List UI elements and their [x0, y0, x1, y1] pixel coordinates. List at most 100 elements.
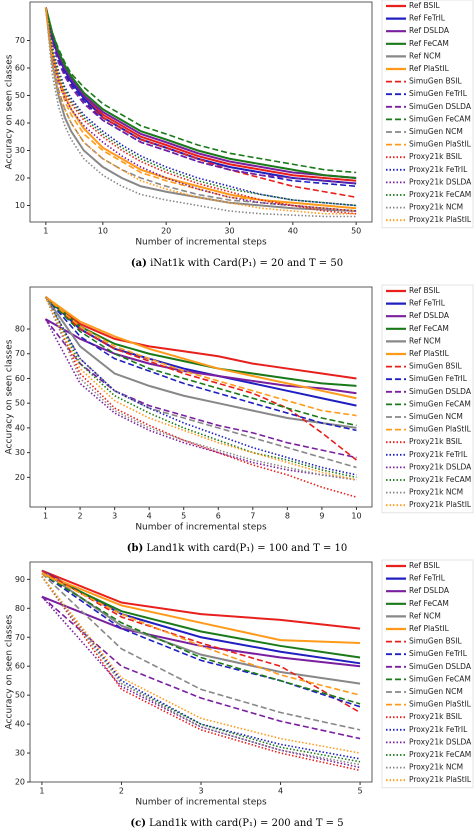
- x-tick-label: 1: [43, 512, 48, 521]
- series-line: [41, 569, 361, 685]
- x-tick-label: 2: [119, 787, 124, 796]
- legend-label: Proxy21k BSIL: [409, 712, 463, 721]
- caption: (b) Land1k with card(P₁) = 100 and T = 1…: [127, 543, 348, 554]
- legend-label: Proxy21k PlaStIL: [409, 775, 472, 784]
- series-line: [41, 575, 361, 760]
- legend-label: Ref NCM: [409, 336, 441, 345]
- y-tick-label: 40: [15, 119, 25, 128]
- x-tick-label: 30: [224, 227, 234, 236]
- y-tick-label: 50: [15, 399, 25, 408]
- series-line: [44, 296, 357, 407]
- legend-label: SimuGen DSLDA: [409, 387, 472, 396]
- legend-label: Proxy21k FeTrIL: [409, 450, 468, 459]
- y-tick-label: 70: [15, 633, 25, 642]
- y-axis-label: Accuracy on seen classes: [5, 339, 15, 454]
- y-axis-label: Accuracy on seen classes: [5, 614, 15, 729]
- x-tick-label: 2: [78, 512, 83, 521]
- y-tick-label: 40: [15, 423, 25, 432]
- legend-label: Ref FeCAM: [409, 39, 449, 48]
- x-tick-label: 8: [285, 512, 290, 521]
- x-tick-label: 1: [43, 227, 48, 236]
- x-axis-label: Number of incremental steps: [135, 523, 267, 533]
- legend-label: SimuGen PlaStIL: [409, 140, 472, 149]
- legend-label: Ref DSLDA: [409, 26, 450, 35]
- series-line: [44, 296, 357, 387]
- y-tick-label: 60: [15, 374, 25, 383]
- legend-label: Ref PlaStIL: [409, 624, 450, 633]
- legend-label: Proxy21k NCM: [409, 203, 463, 212]
- y-tick-label: 30: [15, 749, 25, 758]
- legend-label: SimuGen FeCAM: [409, 674, 471, 683]
- series-line: [44, 7, 357, 210]
- legend-label: Ref FeCAM: [409, 324, 449, 333]
- series-line: [44, 296, 357, 427]
- y-tick-label: 20: [15, 473, 25, 482]
- series-line: [41, 569, 361, 630]
- legend-label: Proxy21k FeCAM: [409, 750, 471, 759]
- legend-label: Ref FeCAM: [409, 599, 449, 608]
- legend-label: Proxy21k DSLDA: [409, 177, 472, 186]
- x-axis-label: Number of incremental steps: [135, 798, 267, 808]
- legend-frame: [381, 559, 474, 789]
- series-line: [44, 296, 357, 479]
- legend-label: SimuGen DSLDA: [409, 662, 472, 671]
- legend-frame: [381, 0, 474, 229]
- legend-label: Proxy21k PlaStIL: [409, 215, 472, 224]
- series-line: [44, 296, 357, 469]
- legend-label: Ref FeTrIL: [409, 574, 446, 583]
- legend-label: SimuGen FeTrIL: [409, 89, 468, 98]
- series-line: [45, 7, 357, 212]
- legend-label: SimuGen NCM: [409, 127, 463, 136]
- series-line: [45, 7, 357, 212]
- legend-label: SimuGen FeCAM: [409, 114, 471, 123]
- series-line: [41, 572, 361, 708]
- series-line: [44, 296, 357, 432]
- legend-label: Proxy21k FeTrIL: [409, 165, 468, 174]
- x-tick-label: 20: [161, 227, 171, 236]
- series-line: [44, 318, 357, 481]
- legend-label: Ref NCM: [409, 611, 441, 620]
- y-tick-label: 60: [15, 662, 25, 671]
- series-line: [45, 7, 357, 215]
- series-line: [41, 596, 361, 769]
- legend-label: Ref DSLDA: [409, 311, 450, 320]
- legend-label: SimuGen BSIL: [409, 362, 462, 371]
- y-tick-label: 80: [15, 604, 25, 613]
- x-tick-label: 5: [358, 787, 363, 796]
- series-line: [44, 296, 357, 498]
- x-tick-label: 3: [112, 512, 117, 521]
- legend-label: SimuGen PlaStIL: [409, 700, 472, 709]
- caption: (c) Land1k with card(P₁) = 200 and T = 5: [130, 818, 343, 829]
- legend-label: Ref PlaStIL: [409, 349, 450, 358]
- series-line: [41, 575, 361, 754]
- legend-label: Ref NCM: [409, 51, 441, 60]
- x-tick-label: 50: [351, 227, 361, 236]
- x-tick-label: 4: [147, 512, 152, 521]
- y-tick-label: 60: [15, 64, 25, 73]
- caption-label: (a): [131, 258, 147, 269]
- series-line: [41, 572, 361, 705]
- x-tick-label: 3: [198, 787, 203, 796]
- series-line: [45, 7, 357, 212]
- legend-label: SimuGen NCM: [409, 687, 463, 696]
- legend-label: Proxy21k FeTrIL: [409, 725, 468, 734]
- x-tick-label: 9: [319, 512, 324, 521]
- series-line: [41, 596, 361, 740]
- legend-label: Proxy21k NCM: [409, 763, 463, 772]
- legend-label: Ref BSIL: [409, 1, 440, 10]
- x-axis-label: Number of incremental steps: [135, 238, 267, 248]
- series-line: [41, 569, 361, 714]
- series-line: [41, 572, 361, 645]
- caption-label: (b): [127, 543, 143, 554]
- x-tick-label: 10: [351, 512, 361, 521]
- legend-label: Proxy21k FeCAM: [409, 475, 471, 484]
- series-line: [45, 7, 357, 174]
- series-line: [44, 296, 357, 400]
- series-line: [44, 318, 357, 459]
- legend-label: SimuGen NCM: [409, 412, 463, 421]
- series-line: [41, 572, 361, 731]
- legend-label: SimuGen FeCAM: [409, 399, 471, 408]
- legend-label: SimuGen FeTrIL: [409, 649, 468, 658]
- y-tick-label: 90: [15, 575, 25, 584]
- x-tick-label: 10: [98, 227, 108, 236]
